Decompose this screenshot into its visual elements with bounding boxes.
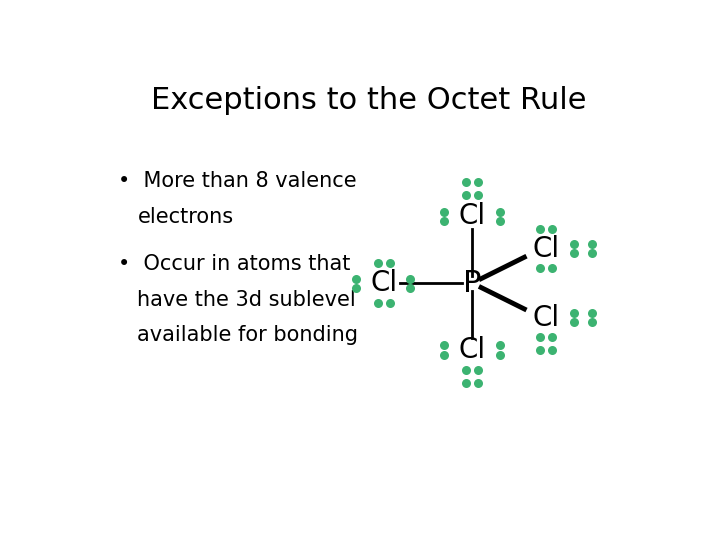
Text: Cl: Cl: [533, 235, 559, 262]
Text: Cl: Cl: [370, 269, 397, 297]
Text: Cl: Cl: [459, 336, 486, 364]
Text: Cl: Cl: [459, 202, 486, 230]
Text: electrons: electrons: [138, 207, 233, 227]
Text: Exceptions to the Octet Rule: Exceptions to the Octet Rule: [151, 85, 587, 114]
Text: Cl: Cl: [533, 303, 559, 332]
Text: P: P: [463, 268, 482, 298]
Text: have the 3d sublevel: have the 3d sublevel: [138, 290, 356, 310]
Text: •  Occur in atoms that: • Occur in atoms that: [118, 254, 350, 274]
Text: •  More than 8 valence: • More than 8 valence: [118, 171, 356, 191]
Text: available for bonding: available for bonding: [138, 325, 359, 345]
